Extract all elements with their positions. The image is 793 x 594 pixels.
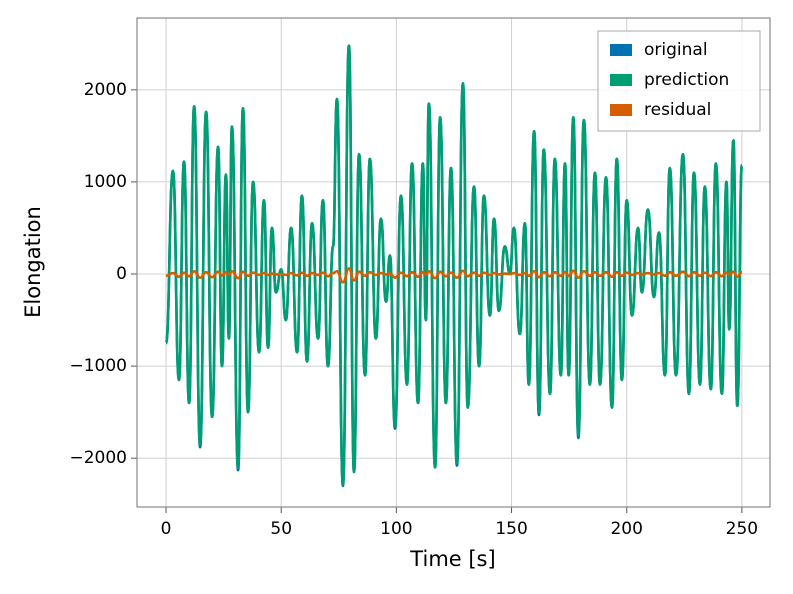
series-line [164, 44, 744, 486]
y-tick-label: 1000 [84, 172, 127, 192]
legend-swatch [610, 104, 632, 116]
y-tick-label: −2000 [69, 448, 127, 468]
x-tick-label: 150 [495, 519, 527, 539]
x-axis-title: Time [s] [409, 547, 495, 571]
y-tick-label: 0 [116, 264, 127, 284]
x-tick-label: 100 [380, 519, 412, 539]
legend-swatch [610, 74, 632, 86]
plot-lines [164, 44, 744, 488]
y-axis-title: Elongation [21, 206, 45, 318]
x-tick-label: 0 [161, 519, 172, 539]
x-tick-label: 200 [610, 519, 642, 539]
legend-label: prediction [644, 70, 729, 90]
legend-swatch [610, 44, 632, 56]
legend-label: original [644, 40, 708, 60]
series-line [165, 267, 743, 284]
x-tick-label: 50 [270, 519, 292, 539]
x-tick-label: 250 [726, 519, 758, 539]
y-tick-label: 2000 [84, 80, 127, 100]
legend-label: residual [644, 100, 711, 120]
plot-frame [136, 17, 771, 508]
y-tick-label: −1000 [69, 356, 127, 376]
legend: original prediction residual [597, 30, 761, 132]
